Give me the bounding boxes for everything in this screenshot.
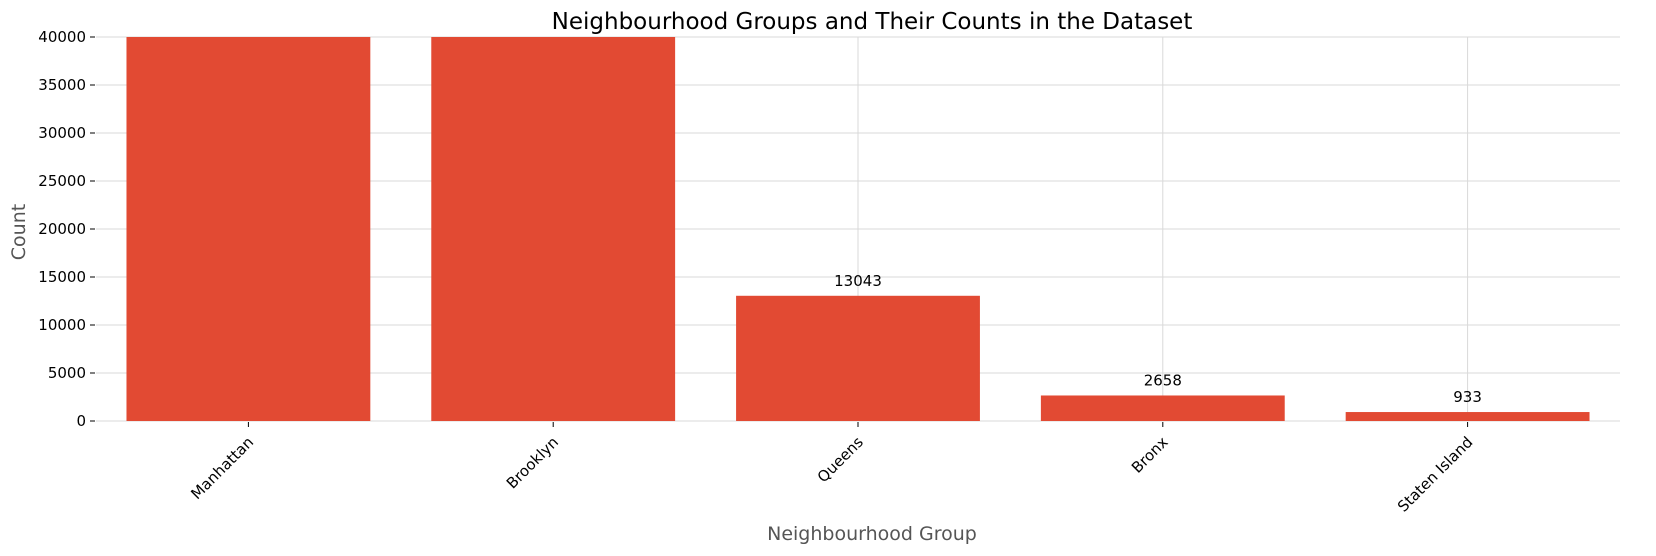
bar-manhattan: [126, 37, 371, 421]
x-tick-label: Bronx: [1128, 433, 1172, 477]
x-axis-title: Neighbourhood Group: [767, 523, 977, 545]
data-label: 933: [1453, 388, 1482, 406]
bar-queens: [736, 295, 980, 421]
x-axis: Manhattan Brooklyn Queens Bronx Staten Islan…: [187, 422, 1476, 516]
y-tick-label: 35000: [38, 76, 86, 94]
data-label: 13043: [834, 272, 882, 290]
bars: [126, 37, 1590, 421]
x-tick-label: Staten Island: [1394, 433, 1476, 515]
data-label: 2658: [1144, 371, 1182, 389]
x-tick-label: Queens: [814, 433, 867, 486]
y-tick-label: 10000: [38, 316, 86, 334]
bar-brooklyn: [431, 37, 676, 421]
x-tick-label: Manhattan: [187, 433, 257, 503]
data-labels: 13043 2658 933: [834, 272, 1482, 406]
bar-bronx: [1040, 395, 1285, 421]
y-tick-label: 20000: [38, 220, 86, 238]
bar-staten-island: [1345, 412, 1590, 421]
y-axis-title: Count: [8, 204, 30, 260]
y-tick-label: 15000: [38, 268, 86, 286]
y-tick-label: 30000: [38, 124, 86, 142]
y-axis: 0 5000 10000 15000 20000 25000 30000 35000 40000: [38, 28, 95, 430]
x-tick-label: Brooklyn: [503, 433, 562, 492]
y-tick-label: 5000: [48, 364, 86, 382]
y-tick-label: 0: [76, 412, 86, 430]
chart-title: Neighbourhood Groups and Their Counts in…: [552, 9, 1193, 35]
y-tick-label: 25000: [38, 172, 86, 190]
y-tick-label: 40000: [38, 28, 86, 46]
